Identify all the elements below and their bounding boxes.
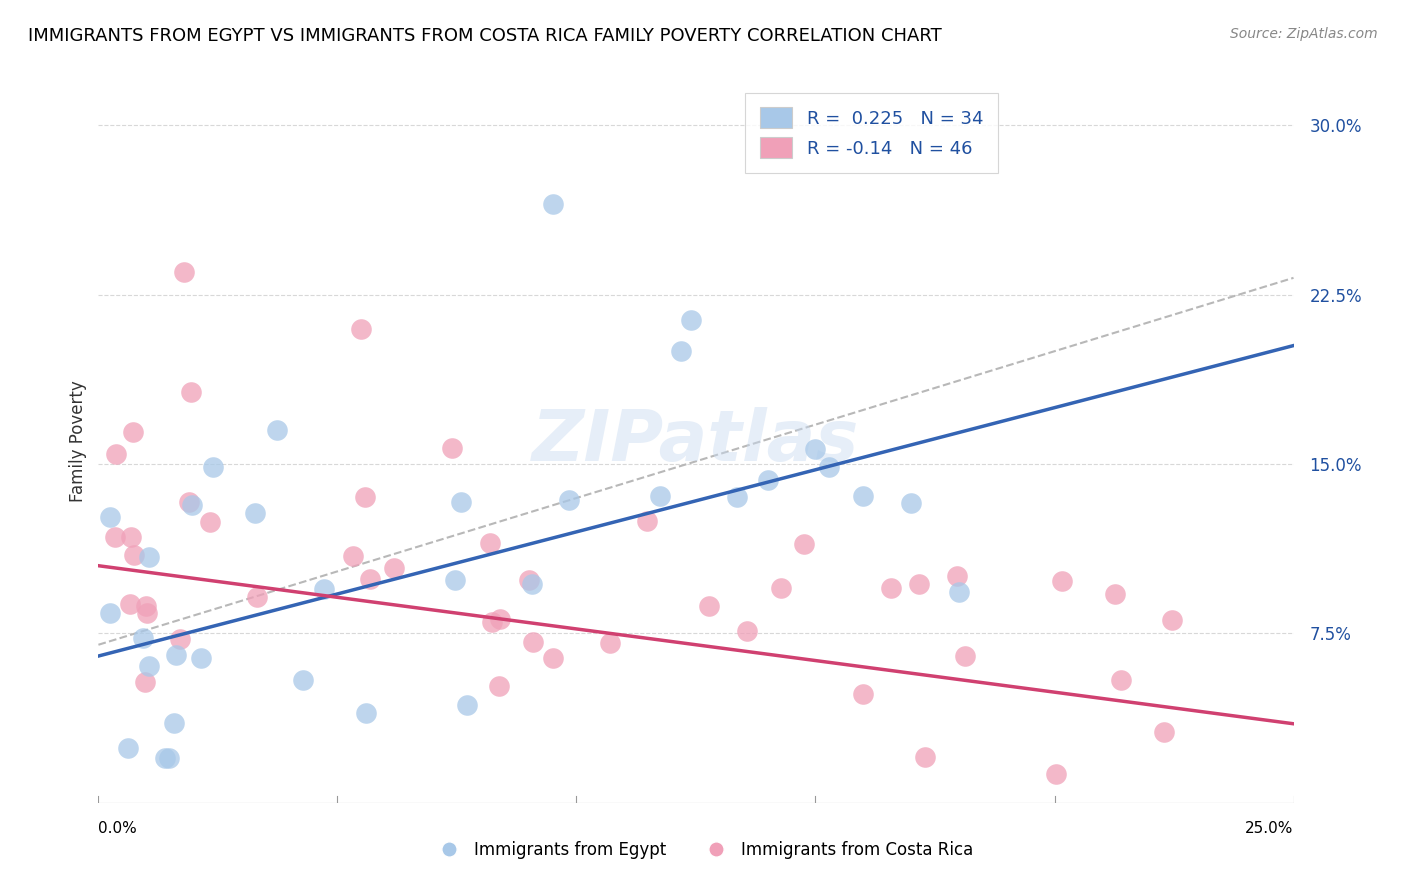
Point: [914, 750, 936, 764]
Point: [98, 606, 121, 620]
Point: [1052, 574, 1074, 589]
Point: [181, 499, 204, 513]
Point: [292, 673, 315, 688]
Point: [481, 615, 503, 629]
Point: [541, 197, 564, 211]
Y-axis label: Family Poverty: Family Poverty: [69, 381, 87, 502]
Point: [852, 687, 875, 701]
Point: [900, 496, 922, 510]
Point: [342, 549, 364, 564]
Point: [558, 493, 581, 508]
Point: [450, 495, 472, 509]
Point: [350, 321, 373, 335]
Point: [522, 634, 544, 648]
Point: [441, 441, 464, 455]
Point: [1153, 724, 1175, 739]
Point: [104, 530, 127, 544]
Point: [517, 573, 540, 587]
Point: [180, 385, 202, 400]
Point: [725, 490, 748, 504]
Point: [173, 265, 195, 279]
Point: [134, 675, 156, 690]
Point: [135, 599, 157, 613]
Point: [948, 584, 970, 599]
Point: [356, 706, 378, 721]
Point: [124, 549, 146, 563]
Point: [121, 425, 143, 439]
Point: [354, 491, 377, 505]
Point: [520, 577, 543, 591]
Point: [117, 740, 139, 755]
Point: [165, 648, 187, 662]
Point: [359, 573, 381, 587]
Point: [1109, 673, 1132, 687]
Point: [946, 569, 969, 583]
Point: [648, 490, 671, 504]
Point: [246, 591, 269, 605]
Text: ZIPatlas: ZIPatlas: [533, 407, 859, 476]
Point: [104, 447, 127, 461]
Legend: R =  0.225   N = 34, R = -0.14   N = 46: R = 0.225 N = 34, R = -0.14 N = 46: [745, 93, 998, 172]
Point: [198, 515, 221, 529]
Point: [136, 607, 159, 621]
Point: [817, 460, 839, 475]
Point: [266, 423, 288, 437]
Point: [488, 679, 510, 693]
Text: Source: ZipAtlas.com: Source: ZipAtlas.com: [1230, 27, 1378, 41]
Point: [541, 651, 564, 665]
Point: [120, 597, 142, 611]
Point: [735, 624, 758, 639]
Point: [679, 313, 702, 327]
Point: [98, 510, 121, 524]
Point: [190, 651, 212, 665]
Point: [132, 632, 155, 646]
Point: [163, 715, 186, 730]
Point: [157, 750, 180, 764]
Point: [769, 581, 792, 595]
Point: [953, 648, 976, 663]
Point: [312, 582, 335, 596]
Point: [201, 459, 224, 474]
Point: [636, 514, 658, 528]
Text: 25.0%: 25.0%: [1246, 821, 1294, 836]
Point: [138, 549, 160, 564]
Point: [489, 612, 512, 626]
Point: [382, 561, 405, 575]
Point: [908, 576, 931, 591]
Point: [444, 573, 467, 587]
Point: [804, 442, 827, 457]
Point: [1161, 613, 1184, 627]
Point: [880, 581, 903, 595]
Point: [669, 343, 692, 358]
Point: [852, 489, 875, 503]
Point: [1045, 767, 1067, 781]
Point: [479, 536, 502, 550]
Point: [120, 530, 142, 544]
Point: [169, 632, 191, 646]
Point: [245, 506, 267, 520]
Point: [177, 495, 200, 509]
Point: [1104, 587, 1126, 601]
Point: [456, 698, 478, 712]
Legend: Immigrants from Egypt, Immigrants from Costa Rica: Immigrants from Egypt, Immigrants from C…: [426, 835, 980, 866]
Point: [793, 537, 815, 551]
Point: [697, 599, 720, 614]
Point: [599, 636, 621, 650]
Point: [153, 750, 176, 764]
Point: [138, 659, 160, 673]
Text: IMMIGRANTS FROM EGYPT VS IMMIGRANTS FROM COSTA RICA FAMILY POVERTY CORRELATION C: IMMIGRANTS FROM EGYPT VS IMMIGRANTS FROM…: [28, 27, 942, 45]
Point: [756, 473, 779, 487]
Text: 0.0%: 0.0%: [98, 821, 138, 836]
